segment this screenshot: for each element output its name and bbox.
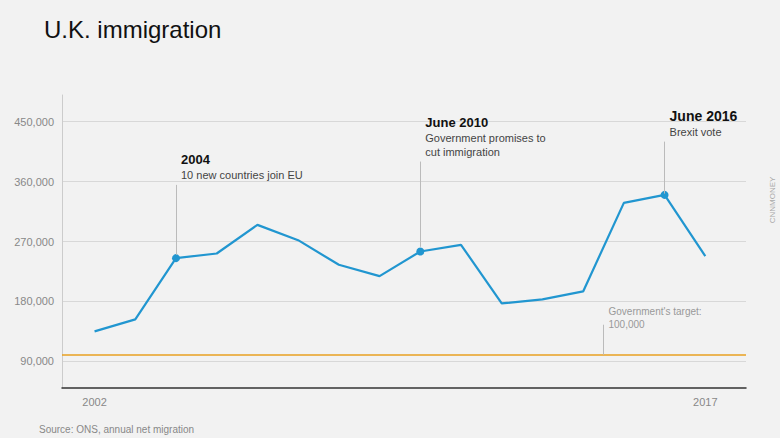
svg-text:U.K. immigration: U.K. immigration: [44, 16, 221, 43]
svg-text:180,000: 180,000: [14, 295, 54, 307]
svg-text:Brexit vote: Brexit vote: [670, 126, 722, 138]
svg-text:2002: 2002: [82, 396, 106, 408]
svg-text:360,000: 360,000: [14, 176, 54, 188]
svg-text:90,000: 90,000: [20, 355, 54, 367]
svg-text:Source: ONS, annual net migrat: Source: ONS, annual net migration: [39, 424, 194, 435]
svg-text:Government promises to: Government promises to: [425, 132, 545, 144]
svg-text:CNNMONEY: CNNMONEY: [768, 176, 777, 223]
svg-text:10 new countries join EU: 10 new countries join EU: [181, 169, 303, 181]
svg-text:450,000: 450,000: [14, 116, 54, 128]
svg-text:June 2010: June 2010: [425, 115, 488, 130]
svg-text:270,000: 270,000: [14, 236, 54, 248]
svg-text:Government's target:: Government's target:: [609, 306, 702, 317]
svg-text:2017: 2017: [693, 396, 717, 408]
svg-text:2004: 2004: [181, 152, 211, 167]
svg-text:cut immigration: cut immigration: [425, 146, 500, 158]
svg-text:100,000: 100,000: [609, 319, 646, 330]
svg-text:June 2016: June 2016: [670, 108, 738, 124]
